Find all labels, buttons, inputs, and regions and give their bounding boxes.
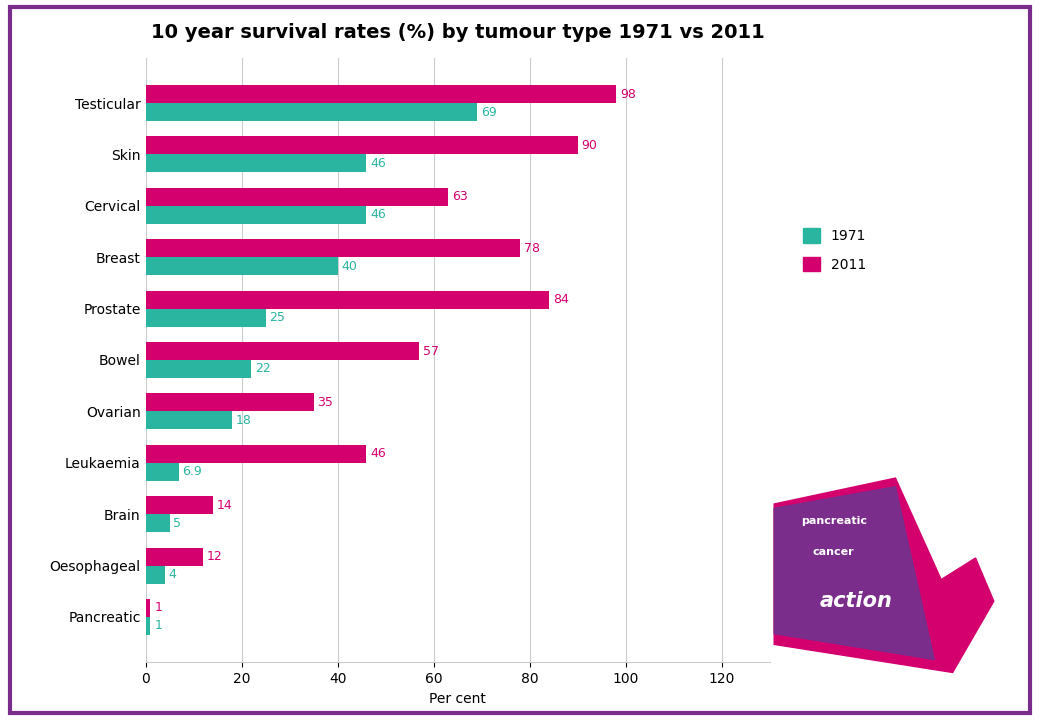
- Text: 63: 63: [451, 190, 468, 203]
- Text: 12: 12: [207, 550, 223, 563]
- Bar: [146, 617, 151, 635]
- Text: 25: 25: [269, 311, 285, 324]
- Text: 69: 69: [480, 106, 496, 119]
- Title: 10 year survival rates (%) by tumour type 1971 vs 2011: 10 year survival rates (%) by tumour typ…: [151, 23, 764, 42]
- Bar: [146, 155, 366, 173]
- Polygon shape: [774, 487, 934, 660]
- Text: 46: 46: [370, 447, 386, 460]
- Text: 1: 1: [154, 601, 162, 614]
- Bar: [146, 463, 179, 481]
- Text: 6.9: 6.9: [183, 465, 203, 478]
- Text: 22: 22: [255, 362, 270, 376]
- Bar: [146, 599, 151, 617]
- Bar: [146, 547, 203, 565]
- Text: 46: 46: [370, 157, 386, 170]
- Text: 14: 14: [216, 499, 232, 512]
- Text: 1: 1: [154, 619, 162, 632]
- Bar: [146, 291, 549, 309]
- Bar: [146, 137, 577, 155]
- Text: 5: 5: [174, 517, 181, 530]
- Bar: [146, 188, 448, 206]
- X-axis label: Per cent: Per cent: [430, 692, 486, 706]
- Text: 98: 98: [620, 88, 635, 101]
- Bar: [146, 514, 170, 532]
- Bar: [146, 393, 314, 411]
- Bar: [146, 360, 252, 378]
- Bar: [146, 239, 520, 257]
- Text: 78: 78: [524, 242, 540, 255]
- Text: 35: 35: [317, 396, 333, 409]
- Bar: [146, 411, 232, 429]
- Text: 90: 90: [581, 139, 597, 152]
- Text: cancer: cancer: [813, 546, 855, 557]
- Bar: [146, 496, 213, 514]
- Bar: [146, 342, 419, 360]
- Bar: [146, 257, 338, 275]
- Bar: [146, 206, 366, 224]
- Text: 4: 4: [168, 568, 177, 581]
- Bar: [146, 309, 265, 327]
- Text: 84: 84: [552, 293, 569, 306]
- Text: 18: 18: [236, 414, 252, 427]
- Bar: [146, 103, 476, 121]
- Bar: [146, 445, 366, 463]
- Legend: 1971, 2011: 1971, 2011: [798, 223, 872, 277]
- Text: 57: 57: [423, 344, 439, 358]
- Text: 40: 40: [341, 260, 358, 273]
- Text: 46: 46: [370, 208, 386, 221]
- Text: action: action: [821, 591, 893, 611]
- Bar: [146, 85, 616, 103]
- Bar: [146, 565, 164, 583]
- Text: pancreatic: pancreatic: [801, 516, 866, 526]
- Polygon shape: [774, 478, 994, 672]
